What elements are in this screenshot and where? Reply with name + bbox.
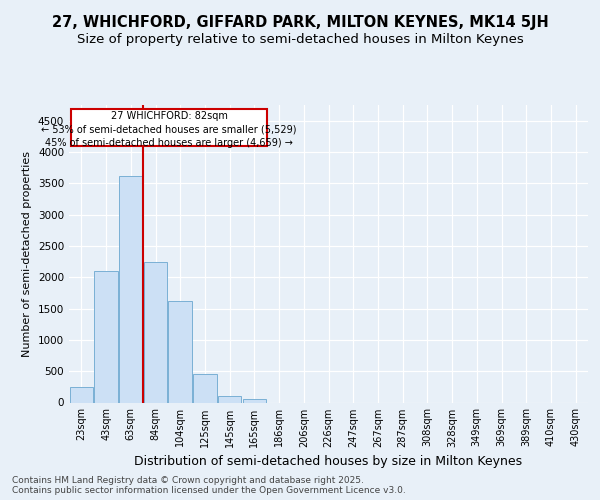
Text: 27 WHICHFORD: 82sqm
← 53% of semi-detached houses are smaller (5,529)
45% of sem: 27 WHICHFORD: 82sqm ← 53% of semi-detach…	[41, 112, 297, 148]
Bar	[193, 374, 217, 402]
Bar	[70, 387, 93, 402]
Bar	[71, 110, 267, 146]
Bar	[169, 301, 192, 402]
Text: Size of property relative to semi-detached houses in Milton Keynes: Size of property relative to semi-detach…	[77, 32, 523, 46]
Bar	[218, 396, 241, 402]
Bar	[242, 399, 266, 402]
Bar	[119, 176, 143, 402]
X-axis label: Distribution of semi-detached houses by size in Milton Keynes: Distribution of semi-detached houses by …	[134, 455, 523, 468]
Y-axis label: Number of semi-detached properties: Number of semi-detached properties	[22, 151, 32, 357]
Text: 27, WHICHFORD, GIFFARD PARK, MILTON KEYNES, MK14 5JH: 27, WHICHFORD, GIFFARD PARK, MILTON KEYN…	[52, 15, 548, 30]
Bar	[144, 262, 167, 402]
Bar	[94, 271, 118, 402]
Text: Contains HM Land Registry data © Crown copyright and database right 2025.
Contai: Contains HM Land Registry data © Crown c…	[12, 476, 406, 495]
